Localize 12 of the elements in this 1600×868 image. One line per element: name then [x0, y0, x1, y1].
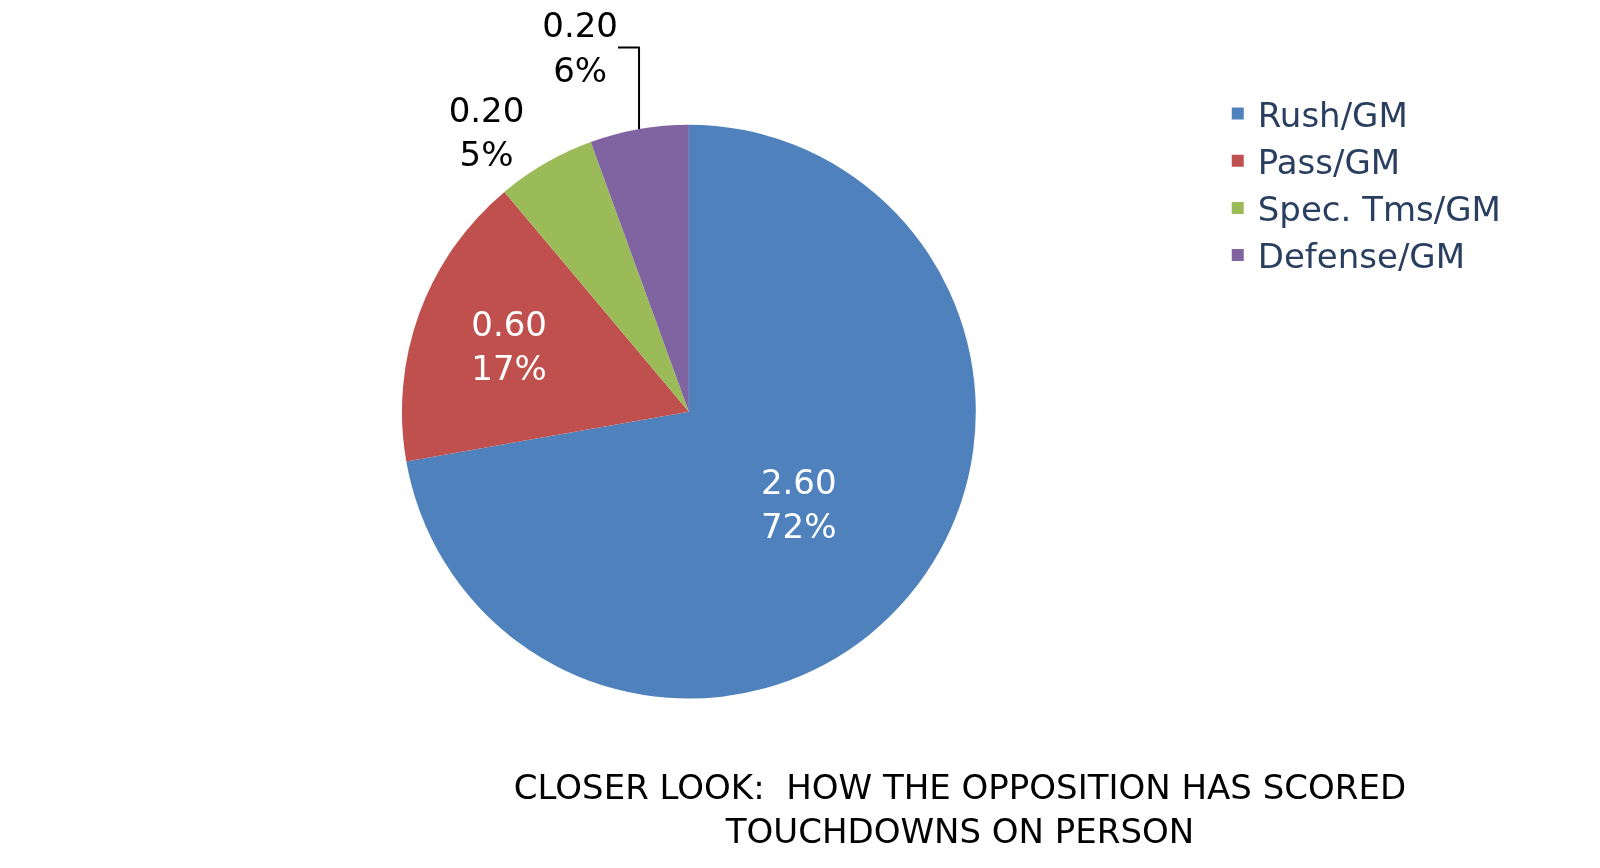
data-label: 0.20 5% [448, 89, 525, 174]
data-label: 0.20 6% [542, 5, 618, 90]
legend-label: Defense/GM [1257, 236, 1466, 277]
legend-label: Pass/GM [1257, 141, 1401, 182]
data-label: 0.60 17% [471, 304, 547, 389]
pie-slice [406, 124, 976, 699]
pie-slice [590, 124, 689, 412]
legend-label: Rush/GM [1257, 94, 1408, 135]
legend-label: Spec. Tms/GM [1257, 189, 1501, 230]
pie-slice [402, 191, 689, 462]
data-label: 2.60 72% [760, 461, 837, 546]
text: CLOSER LOOK: HOW THE OPPOSITION HAS SCORED TOUCHDOWNS ON PERSON [513, 766, 1407, 851]
